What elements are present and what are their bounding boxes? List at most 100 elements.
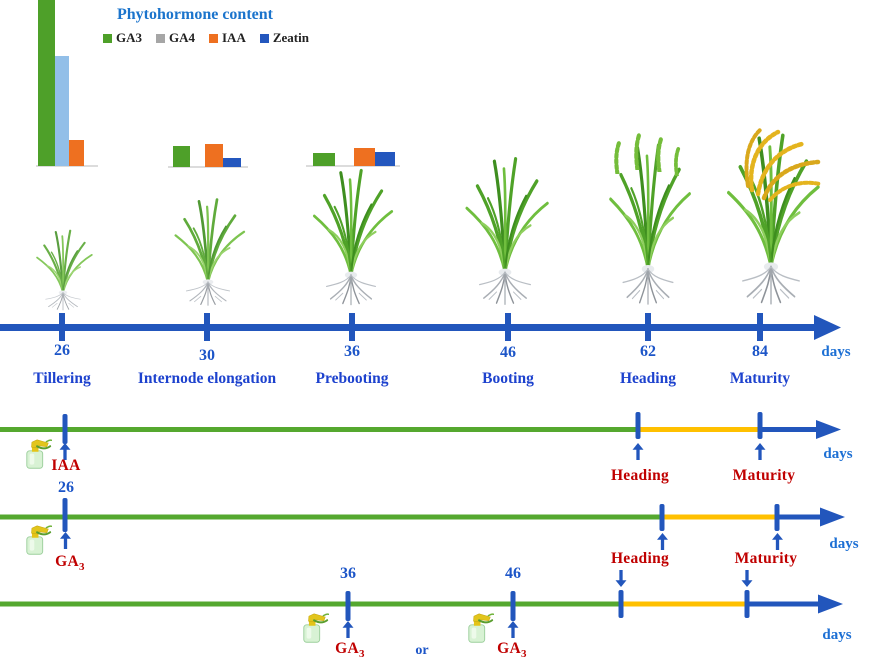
plant-heading xyxy=(611,134,690,304)
bar-group-tillering xyxy=(38,0,84,166)
bar-group-prebooting xyxy=(313,136,395,166)
row2-green-segment xyxy=(0,514,662,520)
plant-maturity xyxy=(729,128,822,304)
row3-or-label: or xyxy=(415,643,429,658)
row1-heading-label: Heading xyxy=(610,467,670,484)
day-label-36: 36 xyxy=(344,343,360,360)
row2-blue-segment xyxy=(777,514,822,520)
main-days-label: days xyxy=(821,344,851,360)
row1-up-arrow-maturity xyxy=(754,443,766,460)
legend-swatch-zeatin xyxy=(259,33,269,43)
row3-tick-day46 xyxy=(510,591,516,621)
row3-application2-label: GA3 xyxy=(497,640,527,661)
legend-swatch-ga4 xyxy=(156,33,165,43)
row2-yellow-segment xyxy=(662,514,777,520)
treatment-row-iaa xyxy=(0,412,841,470)
legend-label-ga3: GA3 xyxy=(116,30,142,45)
bar-tillering-ga3 xyxy=(38,0,55,166)
legend-swatch-iaa xyxy=(209,33,218,43)
bar-prebooting-zeatin xyxy=(375,152,395,166)
legend-title: Phytohormone content xyxy=(117,6,273,23)
main-timeline-axis xyxy=(0,313,841,341)
tick-day-62 xyxy=(645,313,651,341)
plant-internode-elongation xyxy=(174,198,246,307)
golden-panicles xyxy=(744,128,822,202)
row2-up-arrow-heading xyxy=(657,533,668,550)
row3-tick-day36 xyxy=(345,591,351,621)
legend-label-zeatin: Zeatin xyxy=(272,30,309,45)
bar-baseline-internode xyxy=(168,166,248,168)
day-label-30: 30 xyxy=(199,347,215,364)
tick-day-36 xyxy=(349,313,355,341)
treatment-row-ga3-early xyxy=(0,498,845,556)
row3-yellow-segment xyxy=(621,601,747,607)
spray-bottle-icon-row3b xyxy=(467,612,494,644)
legend-item-iaa: IAA xyxy=(209,30,246,46)
row2-tick-application xyxy=(62,498,68,532)
row2-tick-heading xyxy=(659,504,665,531)
stage-label-internode: Internode elongation xyxy=(137,370,277,387)
legend-swatch-ga3 xyxy=(103,33,112,43)
row1-up-arrow-heading xyxy=(632,443,644,460)
row2-heading-label: Heading xyxy=(610,550,670,567)
plant-illustrations xyxy=(36,128,822,312)
row3-blue-segment xyxy=(747,601,820,607)
plant-tillering xyxy=(36,229,93,312)
row1-green-segment xyxy=(0,427,638,432)
legend-item-ga4: GA4 xyxy=(156,30,195,46)
row2-maturity-label: Maturity xyxy=(734,550,798,567)
row3-green-segment xyxy=(0,601,621,607)
bar-baseline-tillering xyxy=(36,165,98,167)
bar-baseline-prebooting xyxy=(306,165,400,167)
row1-yellow-segment xyxy=(638,427,762,432)
row1-tick-maturity xyxy=(757,412,763,439)
tick-day-30 xyxy=(204,313,210,341)
row1-maturity-label: Maturity xyxy=(732,467,796,484)
treatment-row-ga3-late xyxy=(0,570,843,644)
stage-label-heading: Heading xyxy=(620,370,676,387)
row2-up-arrow-application xyxy=(60,532,71,549)
plant-booting xyxy=(464,157,550,307)
row3-tick-heading xyxy=(618,590,624,618)
plant-prebooting xyxy=(312,168,394,307)
chart-legend: Phytohormone content GA3 GA4 IAA Zeatin xyxy=(103,6,309,46)
day-label-84: 84 xyxy=(752,343,768,360)
legend-label-iaa: IAA xyxy=(222,30,246,45)
row1-blue-segment xyxy=(762,427,818,432)
row2-up-arrow-maturity xyxy=(772,533,783,550)
bar-group-internode-elongation xyxy=(173,137,241,167)
row1-tick-heading xyxy=(635,412,641,439)
tick-day-84 xyxy=(757,313,763,341)
legend-item-ga3: GA3 xyxy=(103,30,142,46)
row3-up-arrow-day36 xyxy=(342,621,354,638)
row3-day36-label: 36 xyxy=(340,565,356,582)
bar-internode-zeatin xyxy=(223,158,241,167)
stage-label-booting: Booting xyxy=(482,370,534,387)
row3-tick-maturity xyxy=(744,590,750,618)
row2-tick-maturity xyxy=(774,504,780,531)
stage-label-prebooting: Prebooting xyxy=(315,370,389,387)
row3-days-label: days xyxy=(822,627,852,643)
legend-item-zeatin: Zeatin xyxy=(259,30,309,46)
bar-internode-ga3 xyxy=(173,146,190,167)
stage-label-maturity: Maturity xyxy=(729,370,791,387)
bar-prebooting-iaa xyxy=(354,148,375,166)
day-label-62: 62 xyxy=(640,343,656,360)
spray-bottle-icon-row3a xyxy=(302,612,329,644)
row1-days-label: days xyxy=(823,446,853,462)
day-label-26: 26 xyxy=(54,342,70,359)
spray-bottle-icon-row2 xyxy=(25,524,52,556)
row1-application-label: IAA xyxy=(51,457,81,474)
row3-down-arrow-heading xyxy=(615,570,627,587)
legend-label-ga4: GA4 xyxy=(169,30,195,45)
row3-application1-label: GA3 xyxy=(335,640,365,661)
tick-day-26 xyxy=(59,313,65,341)
bar-internode-iaa xyxy=(205,144,223,167)
bar-prebooting-ga3 xyxy=(313,153,335,166)
bar-tillering-zeatin xyxy=(55,56,69,166)
row3-up-arrow-day46 xyxy=(507,621,519,638)
day-label-46: 46 xyxy=(500,344,516,361)
row3-day46-label: 46 xyxy=(505,565,521,582)
